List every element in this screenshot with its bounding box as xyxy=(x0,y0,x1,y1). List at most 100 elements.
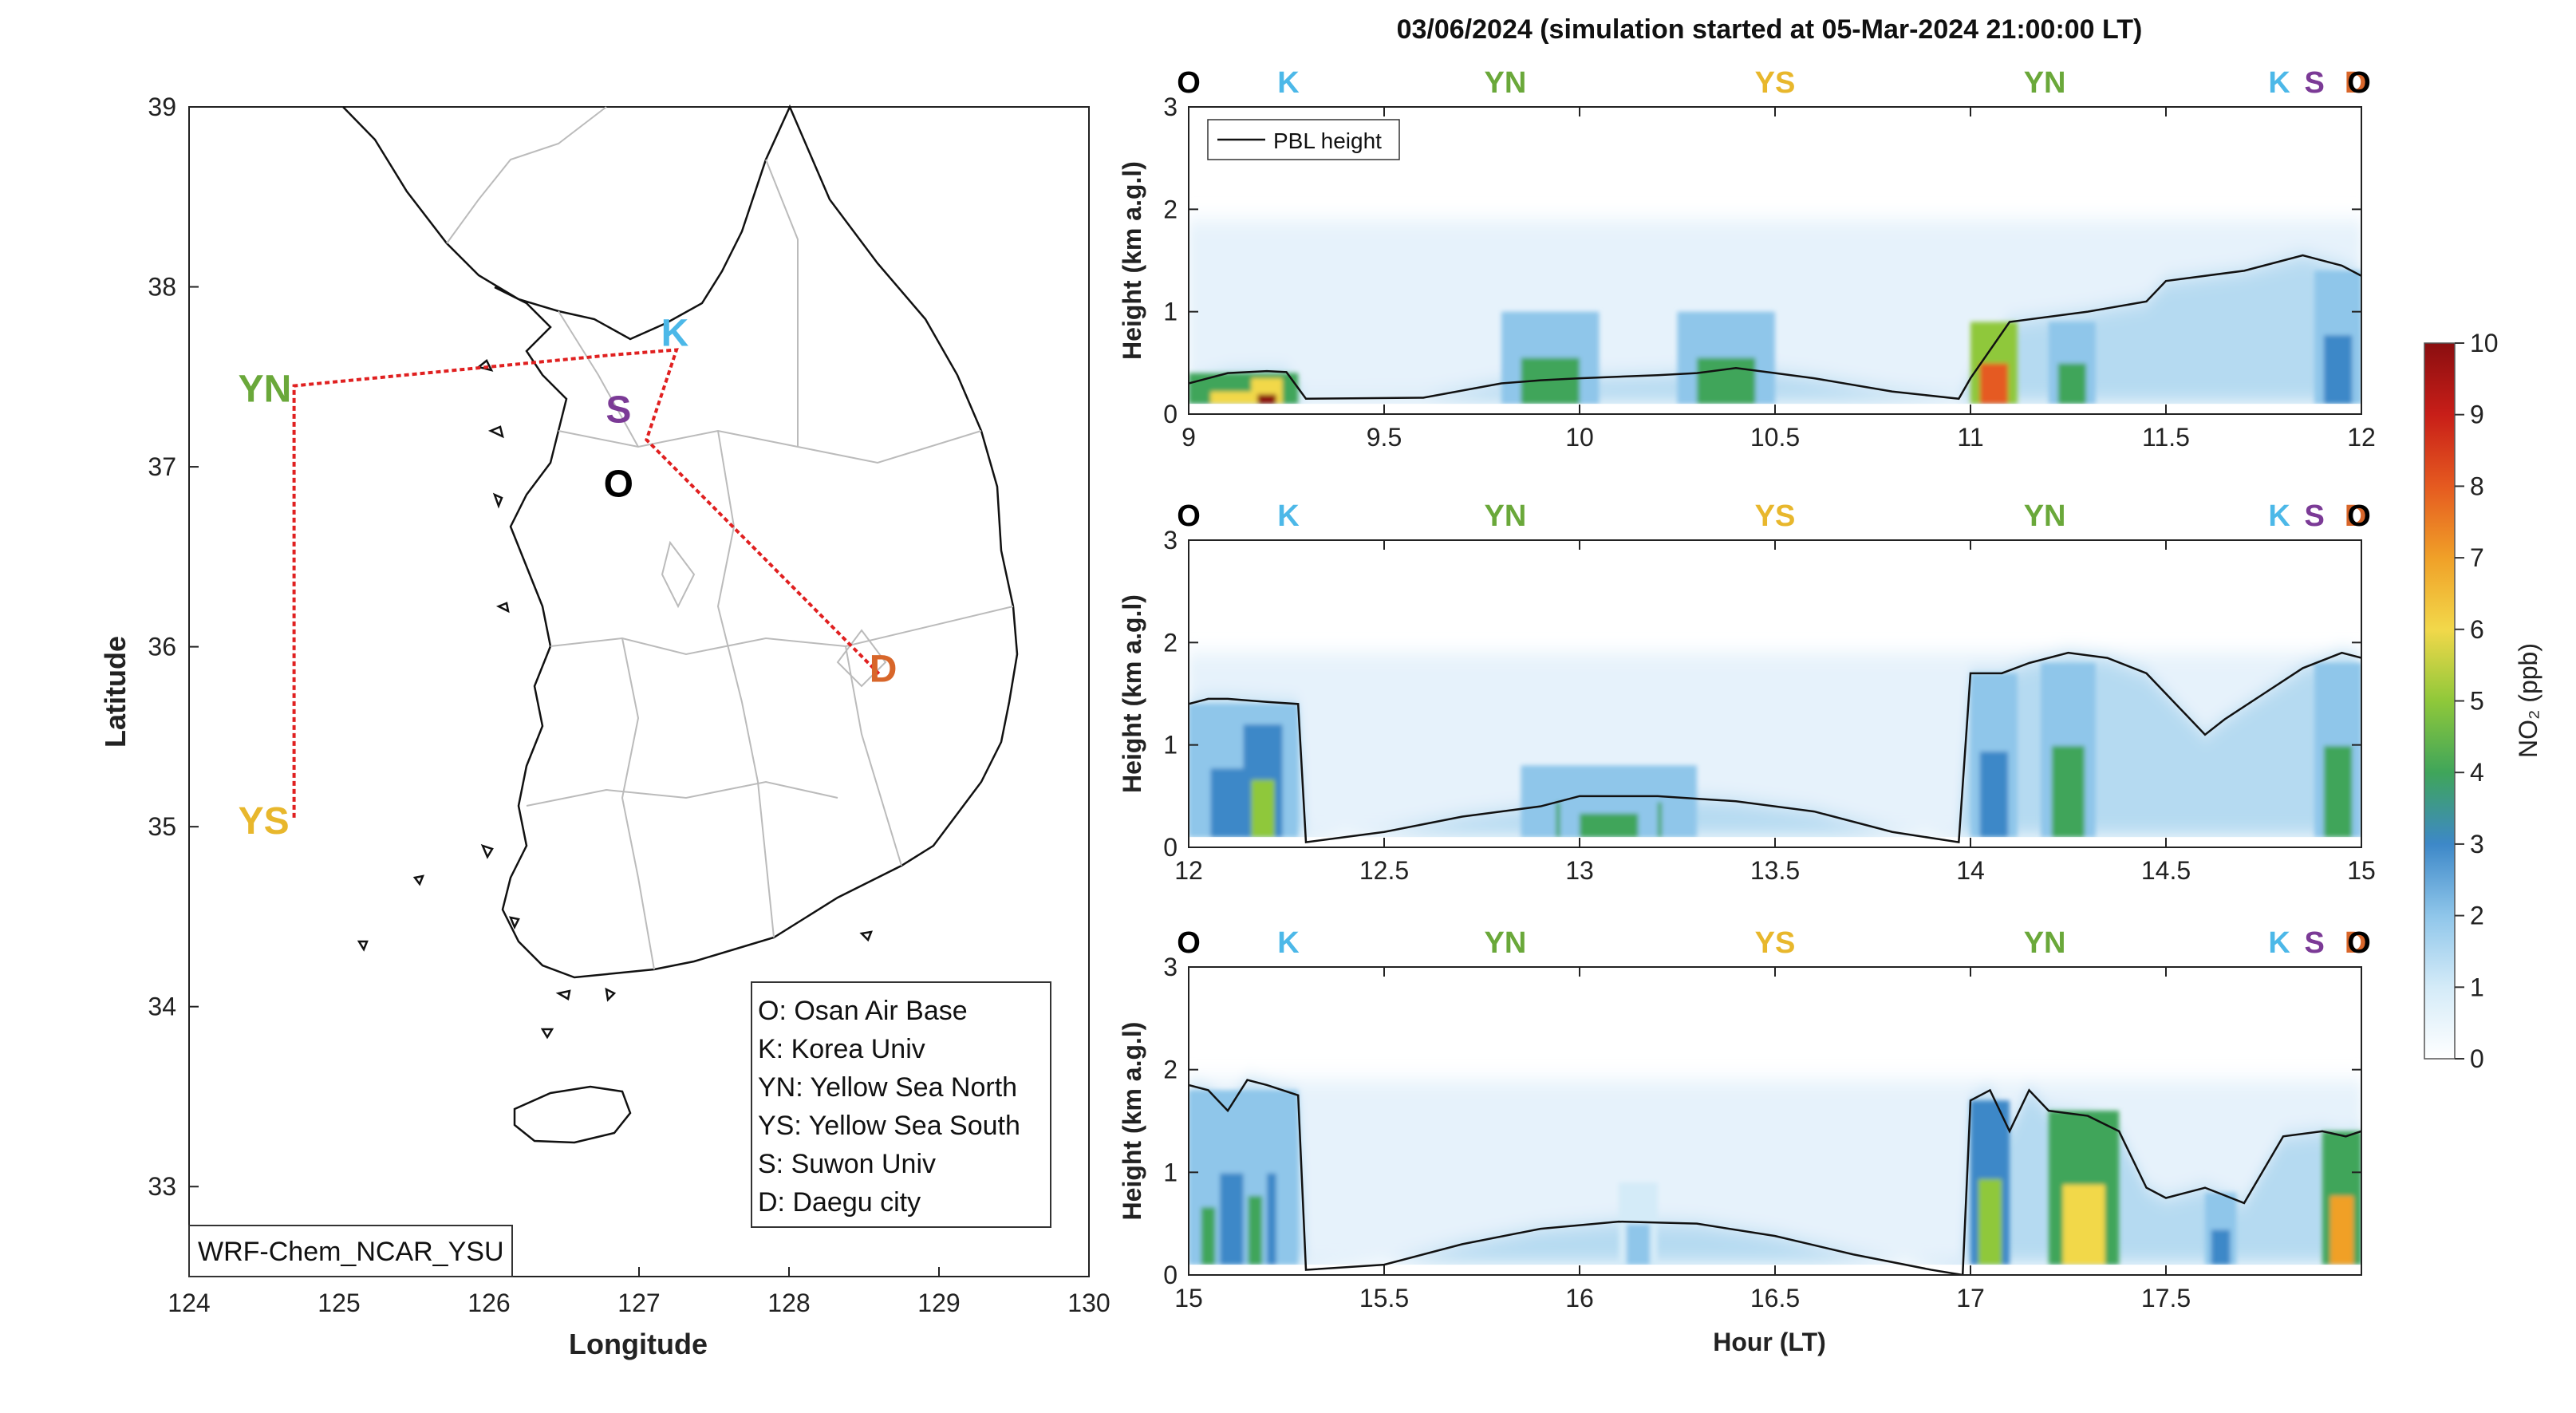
colorbar-tick-label: 7 xyxy=(2470,543,2484,572)
site-sequence-label: O xyxy=(1177,66,1201,100)
no2-plumes xyxy=(1189,1090,2361,1265)
curtain-x-tick-label: 9 xyxy=(1181,423,1196,452)
pbl-height-line xyxy=(1189,651,2361,844)
site-label-d: D xyxy=(870,648,897,690)
province-border xyxy=(558,429,982,464)
no2-plumes xyxy=(1189,270,2361,405)
curtain-x-tick-label: 12 xyxy=(1174,856,1203,885)
colorbar-tick-label: 0 xyxy=(2470,1044,2484,1073)
map-x-tick-label: 125 xyxy=(318,1289,360,1317)
curtain-y-tick-label: 0 xyxy=(1163,833,1178,862)
map-y-tick-label: 35 xyxy=(148,812,176,841)
site-label-k: K xyxy=(661,312,689,354)
site-sequence-label: S xyxy=(2305,66,2325,100)
curtain-x-tick-label: 15 xyxy=(2347,856,2376,885)
legend-entry-o: O: Osan Air Base xyxy=(758,996,968,1026)
curtain-x-tick-label: 9.5 xyxy=(1367,423,1402,452)
map-y-tick-label: 38 xyxy=(148,273,176,302)
map-ylabel: Latitude xyxy=(99,636,132,748)
no2-plume-core xyxy=(1257,394,1276,405)
site-sequence-label: YN xyxy=(1485,499,1527,533)
curtain-field xyxy=(1189,1079,2361,1275)
curtain-x-tick-label: 14.5 xyxy=(2141,856,2191,885)
map-x-tick-label: 128 xyxy=(767,1289,810,1317)
province-border xyxy=(765,159,799,447)
province-border xyxy=(558,310,639,448)
no2-plume-core xyxy=(2062,1184,2105,1265)
province-border xyxy=(661,540,696,609)
curtain-y-tick-label: 0 xyxy=(1163,400,1178,428)
colorbar-tick-label: 9 xyxy=(2470,401,2484,429)
site-sequence-label: YS xyxy=(1755,66,1796,100)
curtain-x-tick-label: 17.5 xyxy=(2141,1284,2191,1312)
no2-plume-core xyxy=(1248,1195,1263,1265)
curtain-x-tick-label: 12.5 xyxy=(1359,856,1409,885)
legend-entry-d: D: Daegu city xyxy=(758,1187,921,1218)
curtain-y-tick-label: 1 xyxy=(1163,298,1178,326)
site-sequence-label: K xyxy=(2268,66,2290,100)
colorbar-tick-label: 3 xyxy=(2470,830,2484,858)
site-label-yn: YN xyxy=(239,369,292,411)
islands-west xyxy=(357,359,873,1040)
no2-plume-core xyxy=(2329,1195,2354,1265)
curtain-ylabel: Height (km a.g.l) xyxy=(1118,161,1146,360)
curtain-x-tick-label: 17 xyxy=(1956,1284,1985,1312)
curtain-y-tick-label: 3 xyxy=(1163,953,1178,981)
no2-plume-core xyxy=(2211,1229,2231,1265)
colorbar-tick-label: 6 xyxy=(2470,615,2484,644)
model-label: WRF-Chem_NCAR_YSU xyxy=(198,1237,504,1267)
site-labels: YN YS KSO D xyxy=(239,312,897,842)
no2-plume-core xyxy=(1697,357,1756,405)
no2-plume-core xyxy=(2057,363,2087,405)
no2-plume-core xyxy=(1979,363,2009,405)
legend-entry-ys: YS: Yellow Sea South xyxy=(758,1111,1020,1141)
site-sequence-label: O xyxy=(2347,926,2371,960)
curtain-x-tick-label: 16 xyxy=(1565,1284,1594,1312)
no2-plume-core xyxy=(1201,1207,1216,1265)
map-x-tick-label: 124 xyxy=(168,1289,210,1317)
colorbar-tick-label: 1 xyxy=(2470,973,2484,1001)
province-border xyxy=(836,629,887,688)
no2-plumes xyxy=(1189,663,2361,838)
pbl-height-line xyxy=(1189,1079,2361,1275)
site-sequence-label: S xyxy=(2305,499,2325,533)
pbl-legend-frame xyxy=(1207,119,1400,160)
flight-route xyxy=(292,348,881,818)
site-legend-box: O: Osan Air Base K: Korea Univ YN: Yello… xyxy=(751,981,1051,1228)
colorbar-tick-label: 5 xyxy=(2470,687,2484,716)
province-borders xyxy=(446,106,1014,970)
colorbar-tick-label: 2 xyxy=(2470,902,2484,930)
hour-axis-label: Hour (LT) xyxy=(1713,1328,1826,1356)
map-y-tick-label: 33 xyxy=(148,1172,176,1201)
legend-entry-yn: YN: Yellow Sea North xyxy=(758,1072,1017,1103)
korea-mainland-outline xyxy=(342,104,1019,979)
model-label-box: WRF-Chem_NCAR_YSU xyxy=(188,1225,513,1277)
map-x-tick-label: 129 xyxy=(917,1289,960,1317)
site-sequence-label: YS xyxy=(1755,926,1796,960)
map-x-tick-label: 126 xyxy=(467,1289,510,1317)
site-sequence-label: O xyxy=(1177,926,1201,960)
curtain-x-tick-label: 10.5 xyxy=(1750,423,1800,452)
route-track xyxy=(292,348,881,818)
colorbar-tick-label: 8 xyxy=(2470,472,2484,500)
no2-plume-core xyxy=(1626,1224,1651,1265)
site-sequence-label: K xyxy=(2268,499,2290,533)
no2-plume-core xyxy=(1251,780,1275,838)
map-y-tick-label: 39 xyxy=(148,93,176,121)
korea-coastline xyxy=(342,104,1019,1144)
curtain-panel-3: 15 15.5 16 16.5 17 17.5 0 1 2 3 Height (km a.g.l) O… xyxy=(1118,926,2371,1312)
site-label-ys: YS xyxy=(239,800,290,843)
curtain-x-tick-label: 13 xyxy=(1565,856,1594,885)
site-sequence-label: O xyxy=(2347,499,2371,533)
province-border xyxy=(621,637,655,970)
curtain-y-tick-label: 1 xyxy=(1163,731,1178,760)
site-sequence-label: YS xyxy=(1755,499,1796,533)
curtain-x-tick-label: 14 xyxy=(1956,856,1985,885)
site-sequence-label: D xyxy=(2345,66,2366,100)
pbl-legend: PBL height xyxy=(1207,119,1400,160)
site-sequence-label: O xyxy=(2347,66,2371,100)
curtain-y-tick-label: 2 xyxy=(1163,195,1178,223)
